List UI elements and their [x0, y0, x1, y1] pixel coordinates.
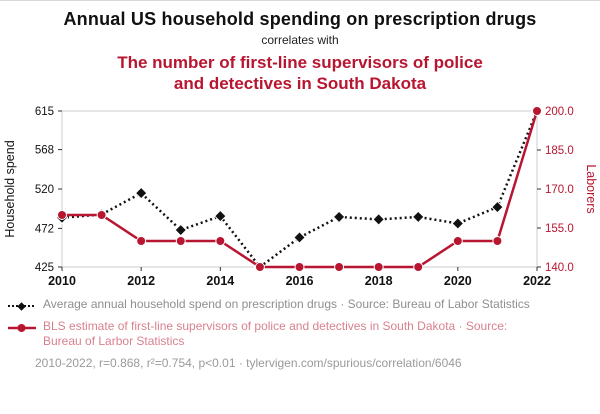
x-axis-tick-label: 2020 [444, 274, 472, 288]
right-axis-tick-label: 185.0 [545, 145, 574, 157]
legend-item-supervisors: BLS estimate of first-line supervisors o… [8, 319, 594, 349]
circle-data-marker [452, 235, 463, 246]
right-axis-tick-label: 140.0 [545, 262, 574, 274]
right-axis-tick-label: 155.0 [545, 223, 574, 235]
chart-subtitle-red: The number of first-line supervisors of … [117, 53, 483, 94]
circle-data-marker [96, 209, 107, 220]
diamond-data-marker [491, 200, 504, 213]
red-circle-solid-line-icon [8, 323, 36, 332]
x-axis-tick-label: 2022 [523, 274, 551, 288]
circle-data-marker [413, 261, 424, 272]
left-axis-tick-label: 615 [35, 106, 54, 118]
diamond-data-marker [134, 186, 148, 199]
left-axis-title: Household spend [3, 140, 17, 237]
diamond-data-marker [411, 210, 425, 223]
right-axis-title: Laborers [584, 164, 598, 213]
right-axis-tick-label: 200.0 [545, 106, 574, 118]
legend-label-supervisors: BLS estimate of first-line supervisors o… [43, 318, 508, 348]
x-axis-tick-label: 2016 [286, 274, 314, 288]
circle-data-marker [373, 261, 384, 272]
circle-data-marker [492, 235, 503, 246]
x-axis-tick-label: 2010 [48, 274, 76, 288]
circle-data-marker [532, 105, 542, 116]
chart-title: Annual US household spending on prescrip… [63, 9, 537, 29]
diamond-data-marker [451, 216, 465, 230]
correlates-with-label: correlates with [261, 33, 339, 47]
x-axis-tick-label: 2014 [206, 274, 234, 288]
diamond-data-marker [293, 230, 306, 244]
legend-label-household-spend: Average annual household spend on prescr… [43, 296, 530, 311]
diamond-data-marker [332, 210, 346, 223]
correlation-line-chart: 615 568 520 472 425 200.0 185.0 170.0 155.0 140.0… [3, 104, 598, 288]
right-axis-tick-label: 170.0 [545, 184, 574, 196]
left-axis-tick-label: 472 [35, 223, 54, 235]
left-axis-tick-label: 568 [35, 144, 54, 156]
footer-stats: 2010-2022, r=0.868, r²=0.754, p<0.01 · t… [35, 355, 462, 370]
diamond-data-marker [174, 223, 188, 236]
diamond-data-marker [213, 209, 227, 222]
x-axis-tick-label: 2018 [365, 274, 393, 288]
circle-data-marker [294, 261, 305, 272]
circle-data-marker [136, 235, 147, 246]
circle-data-marker [175, 235, 186, 246]
black-diamond-dotted-line-icon [8, 301, 36, 311]
left-axis-tick-label: 520 [35, 184, 54, 196]
legend-item-household-spend: Average annual household spend on prescr… [8, 297, 594, 312]
circle-data-marker [57, 209, 67, 220]
diamond-data-marker [372, 212, 386, 226]
left-axis-tick-label: 425 [35, 262, 54, 274]
circle-data-marker [215, 235, 226, 246]
x-axis-tick-label: 2012 [127, 274, 155, 288]
chart-legend: Average annual household spend on prescr… [8, 297, 594, 349]
circle-data-marker [254, 261, 265, 272]
circle-data-marker [334, 261, 345, 272]
